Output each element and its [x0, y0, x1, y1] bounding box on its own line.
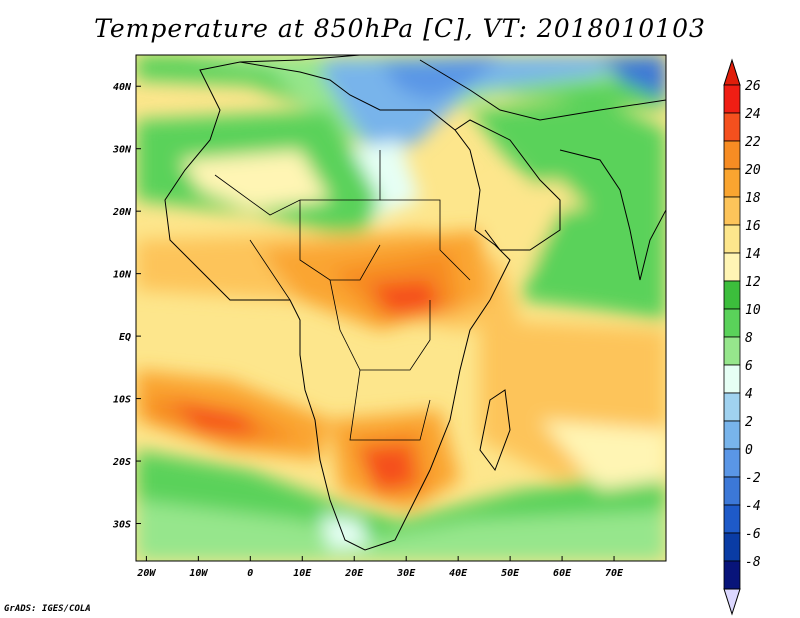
colorbar-level-label: 4	[745, 387, 753, 402]
colorbar-swatch	[723, 532, 741, 562]
colorbar-level-label: 22	[745, 135, 761, 150]
colorbar-swatch	[723, 476, 741, 506]
colorbar-swatch	[723, 280, 741, 310]
colorbar-swatch	[723, 168, 741, 198]
colorbar-swatch	[723, 560, 741, 590]
longitude-axis: 20W 10W 0 10E 20E 30E 40E 50E 60E 70E	[136, 556, 624, 579]
lon-tick-label: 10W	[189, 568, 208, 579]
colorbar-swatch	[723, 336, 741, 366]
colorbar-level-label: 24	[745, 107, 761, 122]
colorbar-swatch	[723, 196, 741, 226]
colorbar-level-label: 10	[745, 303, 761, 318]
colorbar-level-label: 0	[745, 443, 753, 458]
lat-tick-label: 20N	[112, 207, 132, 218]
temperature-field	[136, 55, 666, 561]
grads-credit: GrADS: IGES/COLA	[4, 604, 91, 614]
colorbar-level-label: 2	[745, 415, 753, 430]
lat-tick-label: 20S	[112, 457, 131, 468]
colorbar-level-label: 18	[745, 191, 761, 206]
colorbar-level-label: 12	[745, 275, 761, 290]
colorbar-level-label: -6	[745, 527, 761, 542]
coastlines	[164, 55, 666, 551]
lon-tick-label: 20E	[344, 568, 364, 579]
lat-tick-label: 30S	[112, 520, 131, 531]
colorbar-level-label: -8	[745, 555, 761, 570]
lon-tick-label: 70E	[605, 568, 624, 579]
colorbar-swatch	[723, 504, 741, 534]
colorbar-level-label: 26	[745, 79, 761, 94]
colorbar-bottom-triangle	[723, 588, 741, 616]
lat-tick-label: 10S	[113, 395, 131, 406]
colorbar-level-label: 6	[745, 359, 753, 374]
country-borders	[214, 150, 471, 441]
colorbar-level-label: 20	[745, 163, 761, 178]
lat-tick-label: 30N	[112, 145, 132, 156]
lon-tick-label: 10E	[293, 568, 312, 579]
lon-tick-label: 0	[247, 568, 253, 579]
colorbar-level-label: 16	[745, 219, 761, 234]
colorbar-level-label: 14	[745, 247, 761, 262]
lat-tick-label: 40N	[113, 82, 132, 93]
colorbar-level-label: 8	[745, 331, 753, 346]
lat-tick-label: EQ	[119, 332, 131, 343]
colorbar-swatch	[723, 112, 741, 142]
colorbar-swatch	[723, 308, 741, 338]
colorbar-swatch	[723, 140, 741, 170]
colorbar-level-label: -4	[745, 499, 761, 514]
map-title: Temperature at 850hPa [C], VT: 201801010…	[94, 14, 706, 43]
colorbar-top-triangle	[723, 58, 741, 86]
lon-tick-label: 50E	[501, 568, 520, 579]
colorbar-swatch	[723, 252, 741, 282]
colorbar-swatch	[723, 224, 741, 254]
colorbar-swatch	[723, 364, 741, 394]
lat-tick-label: 10N	[113, 270, 132, 281]
colorbar-swatch	[723, 420, 741, 450]
lon-tick-label: 40E	[449, 568, 468, 579]
plot-frame	[135, 54, 667, 562]
lon-tick-label: 60E	[553, 568, 572, 579]
latitude-axis: 40N 30N 20N 10N EQ 10S 20S 30S	[112, 82, 141, 531]
colorbar-swatch	[723, 392, 741, 422]
lon-tick-label: 20W	[136, 568, 156, 579]
colorbar-swatch	[723, 448, 741, 478]
colorbar-level-label: -2	[745, 471, 761, 486]
colorbar-swatch	[723, 84, 741, 114]
lon-tick-label: 30E	[396, 568, 416, 579]
